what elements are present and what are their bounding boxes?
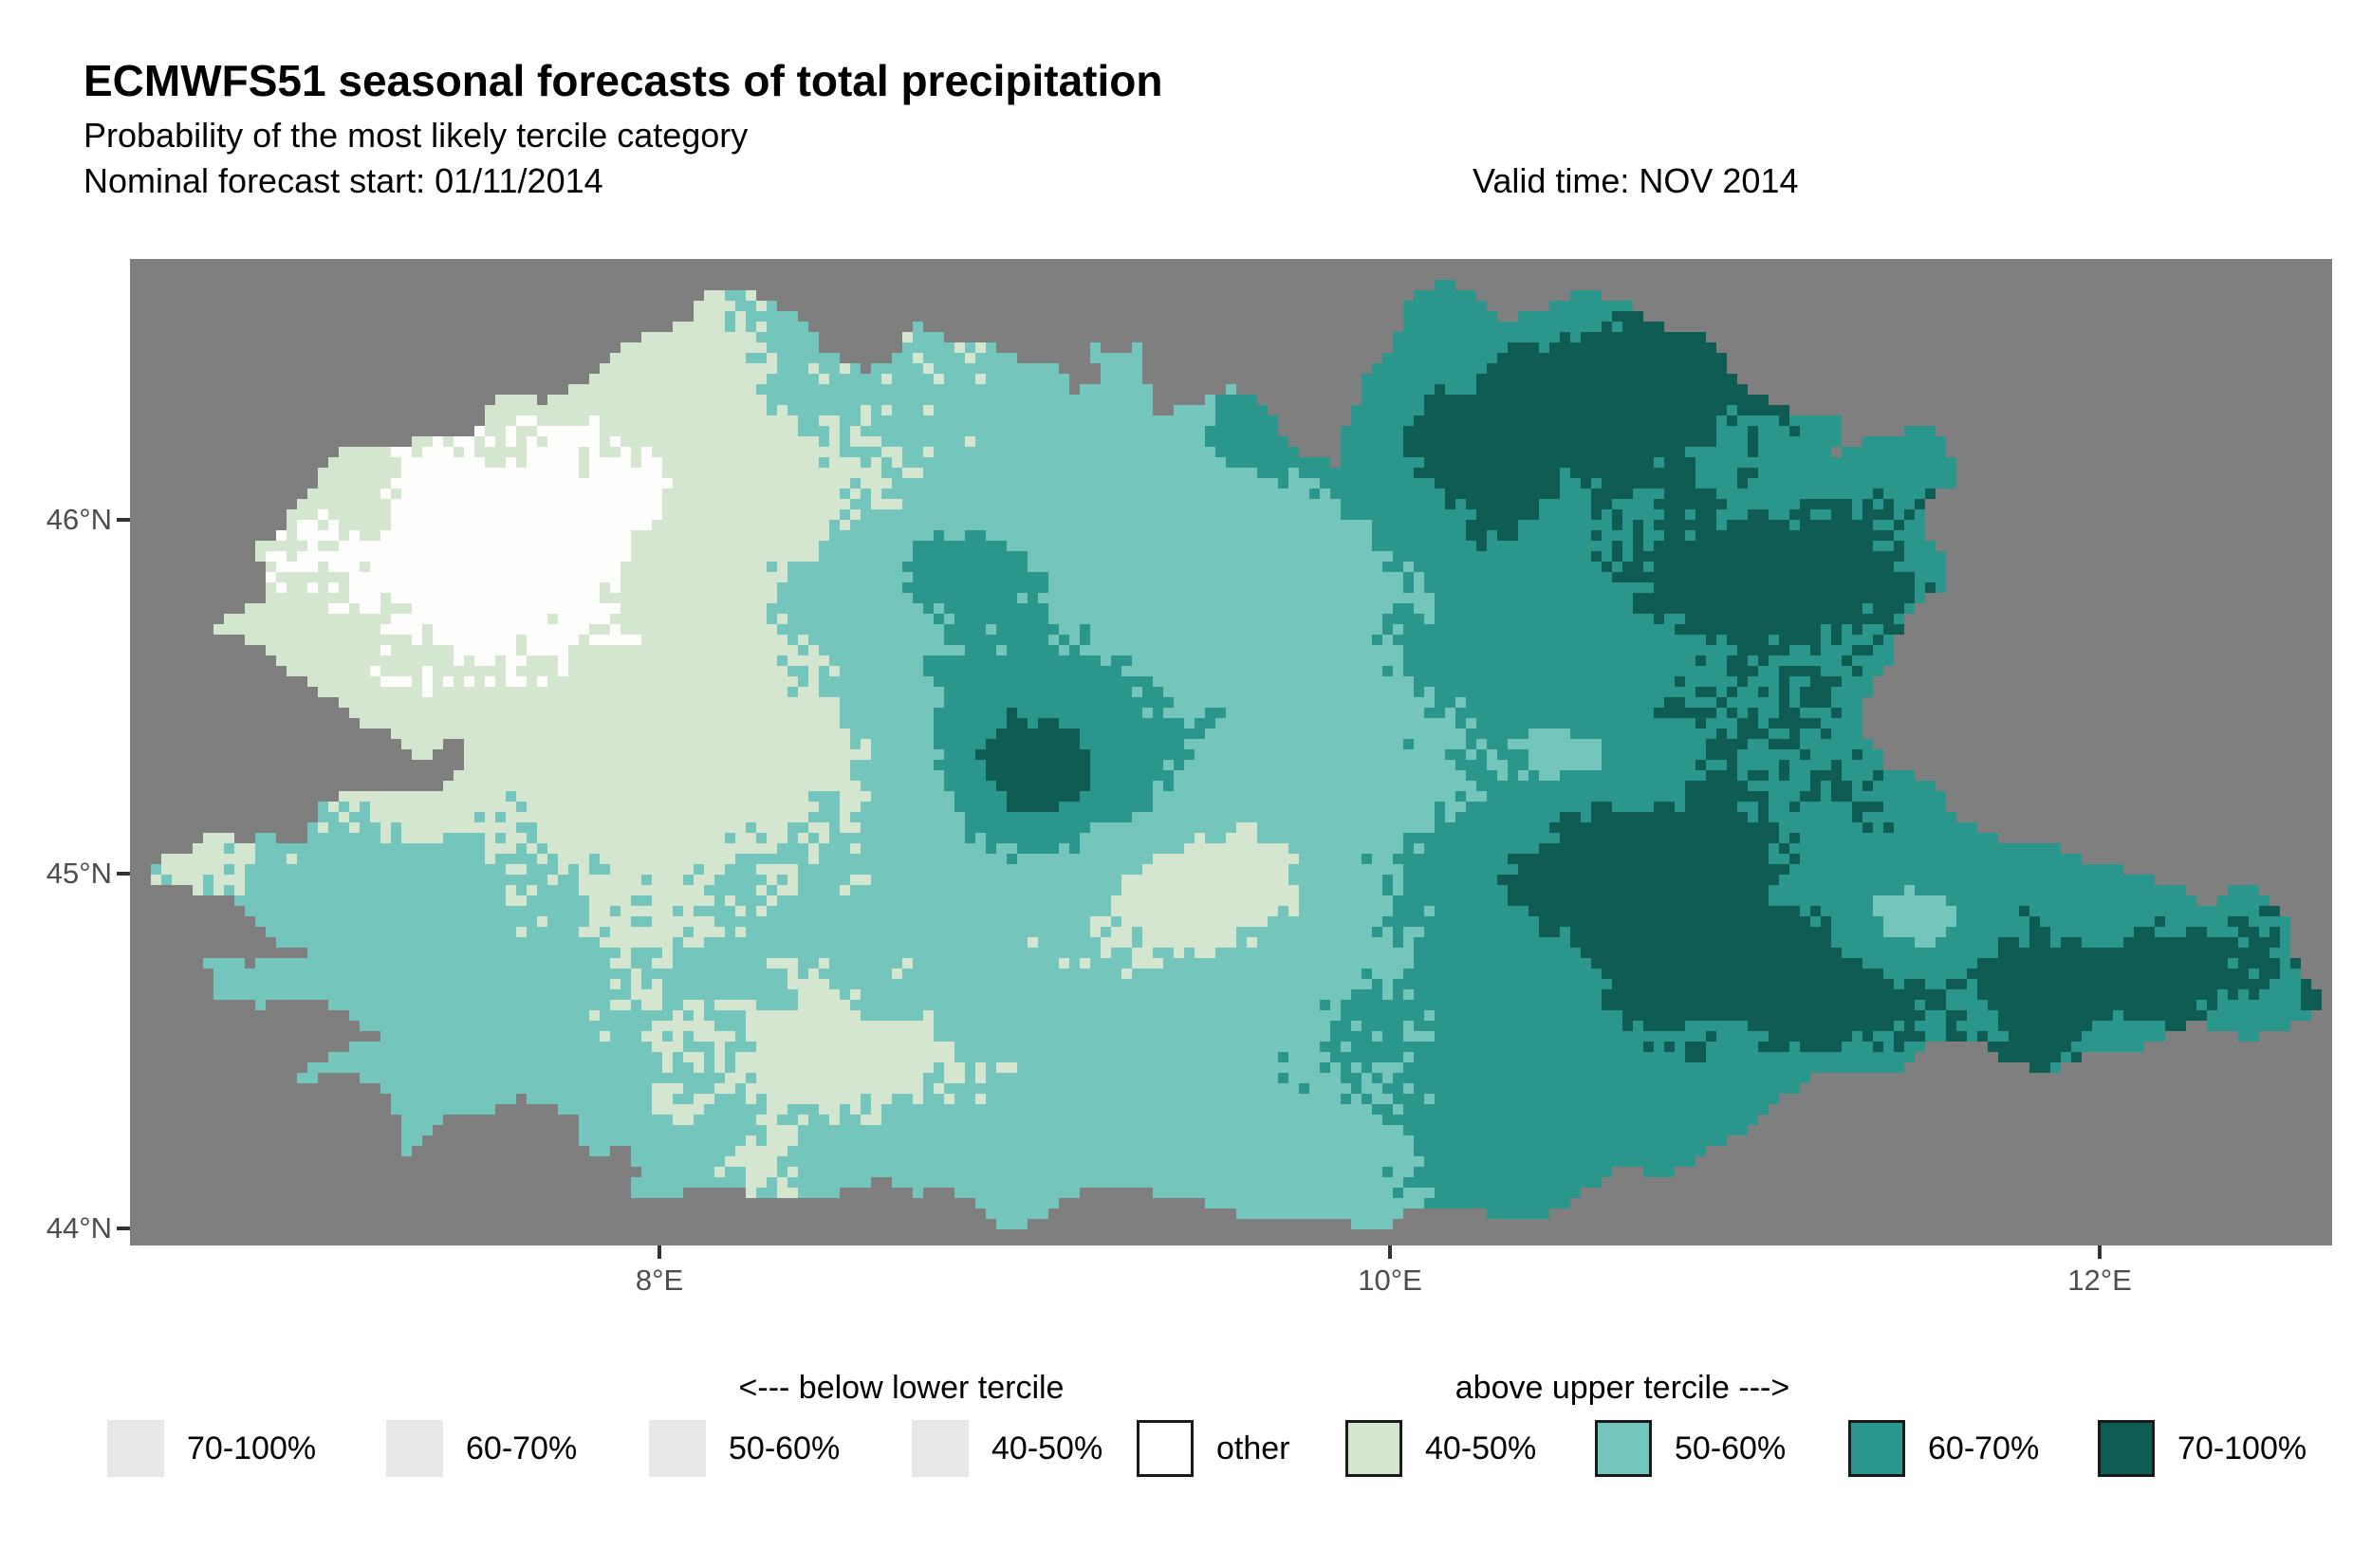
- legend-swatch: [1345, 1420, 1402, 1477]
- y-axis-tick: [117, 872, 130, 876]
- legend-item-above-upper-tercile: 60-70%: [1848, 1420, 2039, 1477]
- legend-item-other: other: [1137, 1420, 1290, 1477]
- x-axis-tick: [2098, 1245, 2102, 1259]
- legend-label: 50-60%: [729, 1430, 841, 1467]
- legend-swatch: [386, 1420, 443, 1477]
- legend-swatch: [2098, 1420, 2155, 1477]
- legend-swatch: [1137, 1420, 1194, 1477]
- x-axis-tick-label: 10°E: [1358, 1264, 1422, 1297]
- valid-time-label: Valid time: NOV 2014: [1473, 161, 1799, 200]
- y-axis-tick: [117, 1227, 130, 1230]
- legend-label: 70-100%: [187, 1430, 317, 1467]
- precipitation-raster-map: [130, 259, 2332, 1245]
- legend-label: other: [1216, 1430, 1290, 1467]
- x-axis-tick-label: 8°E: [635, 1264, 684, 1297]
- legend-label: 70-100%: [2177, 1430, 2307, 1467]
- legend-item-above-upper-tercile: 50-60%: [1595, 1420, 1786, 1477]
- x-axis-tick: [658, 1245, 661, 1259]
- legend-item-below-lower-tercile: 60-70%: [386, 1420, 577, 1477]
- legend-item-below-lower-tercile: 70-100%: [107, 1420, 316, 1477]
- legend-item-below-lower-tercile: 50-60%: [649, 1420, 840, 1477]
- legend-label: 60-70%: [466, 1430, 578, 1467]
- forecast-start-label: Nominal forecast start: 01/11/2014: [83, 161, 603, 200]
- legend-label: 40-50%: [991, 1430, 1103, 1467]
- legend-swatch: [107, 1420, 164, 1477]
- map-plot-area: [130, 259, 2332, 1245]
- figure-subtitle: Probability of the most likely tercile c…: [83, 116, 749, 155]
- x-axis-tick: [1388, 1245, 1392, 1259]
- y-axis-tick-label: 46°N: [46, 503, 112, 536]
- y-axis-tick-label: 44°N: [46, 1211, 112, 1245]
- legend-swatch: [1848, 1420, 1905, 1477]
- legend-swatch: [912, 1420, 969, 1477]
- legend-label: 50-60%: [1675, 1430, 1787, 1467]
- legend-item-below-lower-tercile: 40-50%: [912, 1420, 1102, 1477]
- figure-title: ECMWFS51 seasonal forecasts of total pre…: [83, 56, 1163, 105]
- x-axis-tick-label: 12°E: [2067, 1264, 2132, 1297]
- legend-swatch: [649, 1420, 706, 1477]
- y-axis-tick-label: 45°N: [46, 857, 112, 890]
- legend-header-above-tercile: above upper tercile --->: [1454, 1370, 1790, 1406]
- legend-label: 60-70%: [1928, 1430, 2040, 1467]
- legend-label: 40-50%: [1425, 1430, 1537, 1467]
- legend-header-below-tercile: <--- below lower tercile: [738, 1370, 1065, 1406]
- legend-item-above-upper-tercile: 70-100%: [2098, 1420, 2307, 1477]
- y-axis-tick: [117, 518, 130, 522]
- legend-swatch: [1595, 1420, 1652, 1477]
- legend-item-above-upper-tercile: 40-50%: [1345, 1420, 1536, 1477]
